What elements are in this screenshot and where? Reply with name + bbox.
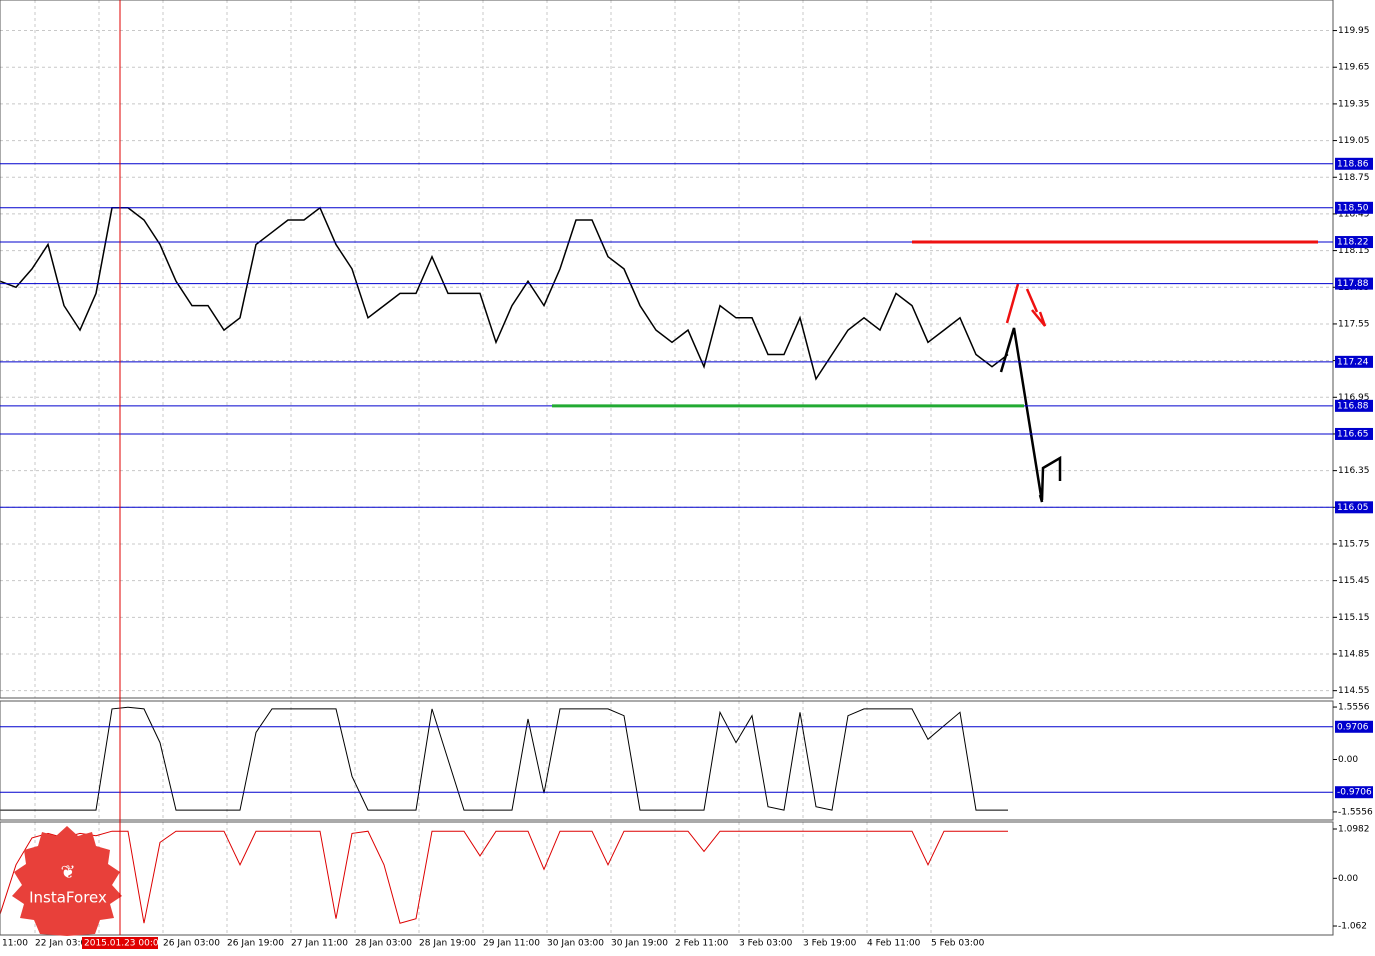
level-label: 0.9706 [1337,722,1369,732]
y-tick-label: -1.062 [1338,922,1367,932]
forecast-arrow-red [1005,283,1047,327]
x-tick-label: 28 Jan 03:00 [355,939,412,949]
y-tick-label: 119.95 [1338,26,1370,36]
y-tick-label: 114.55 [1338,686,1370,696]
y-tick-label: 117.55 [1338,319,1370,329]
marks [0,206,1009,924]
level-label-box [1335,501,1373,514]
cursor-label-box [82,937,158,949]
level-label-box [1335,236,1373,249]
y-tick-label: 115.45 [1338,576,1370,586]
level-label-box [1335,355,1373,368]
level-label-box [1335,201,1373,214]
level-label-box [1335,786,1373,799]
y-tick-label: -1.5556 [1338,807,1373,817]
y-tick-label: 115.75 [1338,539,1370,549]
x-tick-label: 2 Feb 11:00 [675,939,729,949]
y-tick-label: 114.85 [1338,649,1370,659]
x-tick-label: 11:00 [2,939,28,949]
level-label: 118.22 [1337,238,1369,248]
y-tick-label: 119.05 [1338,136,1370,146]
x-tick-label: 29 Jan 11:00 [483,939,540,949]
y-tick-label: 116.95 [1338,393,1370,403]
x-tick-label: 27 Jan 11:00 [291,939,348,949]
x-tick-label: 4 Feb 11:00 [867,939,921,949]
y-tick-label: 115.15 [1338,613,1370,623]
level-label: 118.86 [1337,159,1369,169]
level-label: 117.88 [1337,279,1369,289]
osc-panel [0,700,1334,821]
level-label-box [1335,720,1373,733]
logo-text: InstaForex [29,889,107,907]
x-tick-label: 28 Jan 19:00 [419,939,476,949]
y-tick-label: 118.75 [1338,173,1370,183]
forecast-arrow-black [999,327,1062,503]
level-label: 116.65 [1337,429,1369,439]
cursor-label: 2015.01.23 00:00 [84,939,165,949]
level-label: -0.9706 [1337,788,1372,798]
series-line [0,206,1009,381]
level-label: 117.24 [1337,357,1369,367]
x-tick-label: 3 Feb 03:00 [739,939,793,949]
x-tick-label: 22 Jan 03:00 [35,939,92,949]
level-label-box [1335,157,1373,170]
x-tick-label: 30 Jan 03:00 [547,939,604,949]
level-label-box [1335,277,1373,290]
y-tick-label: 1.5556 [1338,703,1370,713]
x-tick-label: 30 Jan 19:00 [611,939,668,949]
logo-badge [12,826,122,936]
y-tick-label: 118.45 [1338,209,1370,219]
x-tick-label: 26 Jan 03:00 [163,939,220,949]
y-tick-label: 119.35 [1338,99,1370,109]
x-tick-label: 5 Feb 03:00 [931,939,985,949]
series-line [0,706,1008,811]
y-tick-label: 118.15 [1338,246,1370,256]
level-label-box [1335,427,1373,440]
y-tick-label: 119.65 [1338,63,1370,73]
y-tick-label: 0.00 [1338,755,1358,765]
y-tick-label: 116.35 [1338,466,1370,476]
level-label: 116.88 [1337,401,1369,411]
y-tick-label: 0.00 [1338,874,1358,884]
y-tick-label: 1.0982 [1338,824,1370,834]
level-label: 116.05 [1337,503,1369,513]
series-line [0,830,1008,924]
x-tick-label: 3 Feb 19:00 [803,939,857,949]
price-panel [0,0,1334,699]
logo-icon: ❦ [60,862,75,883]
x-tick-label: 26 Jan 19:00 [227,939,284,949]
level-label: 118.50 [1337,203,1369,213]
level-label-box [1335,399,1373,412]
logo: InstaForex ❦ [12,826,122,936]
